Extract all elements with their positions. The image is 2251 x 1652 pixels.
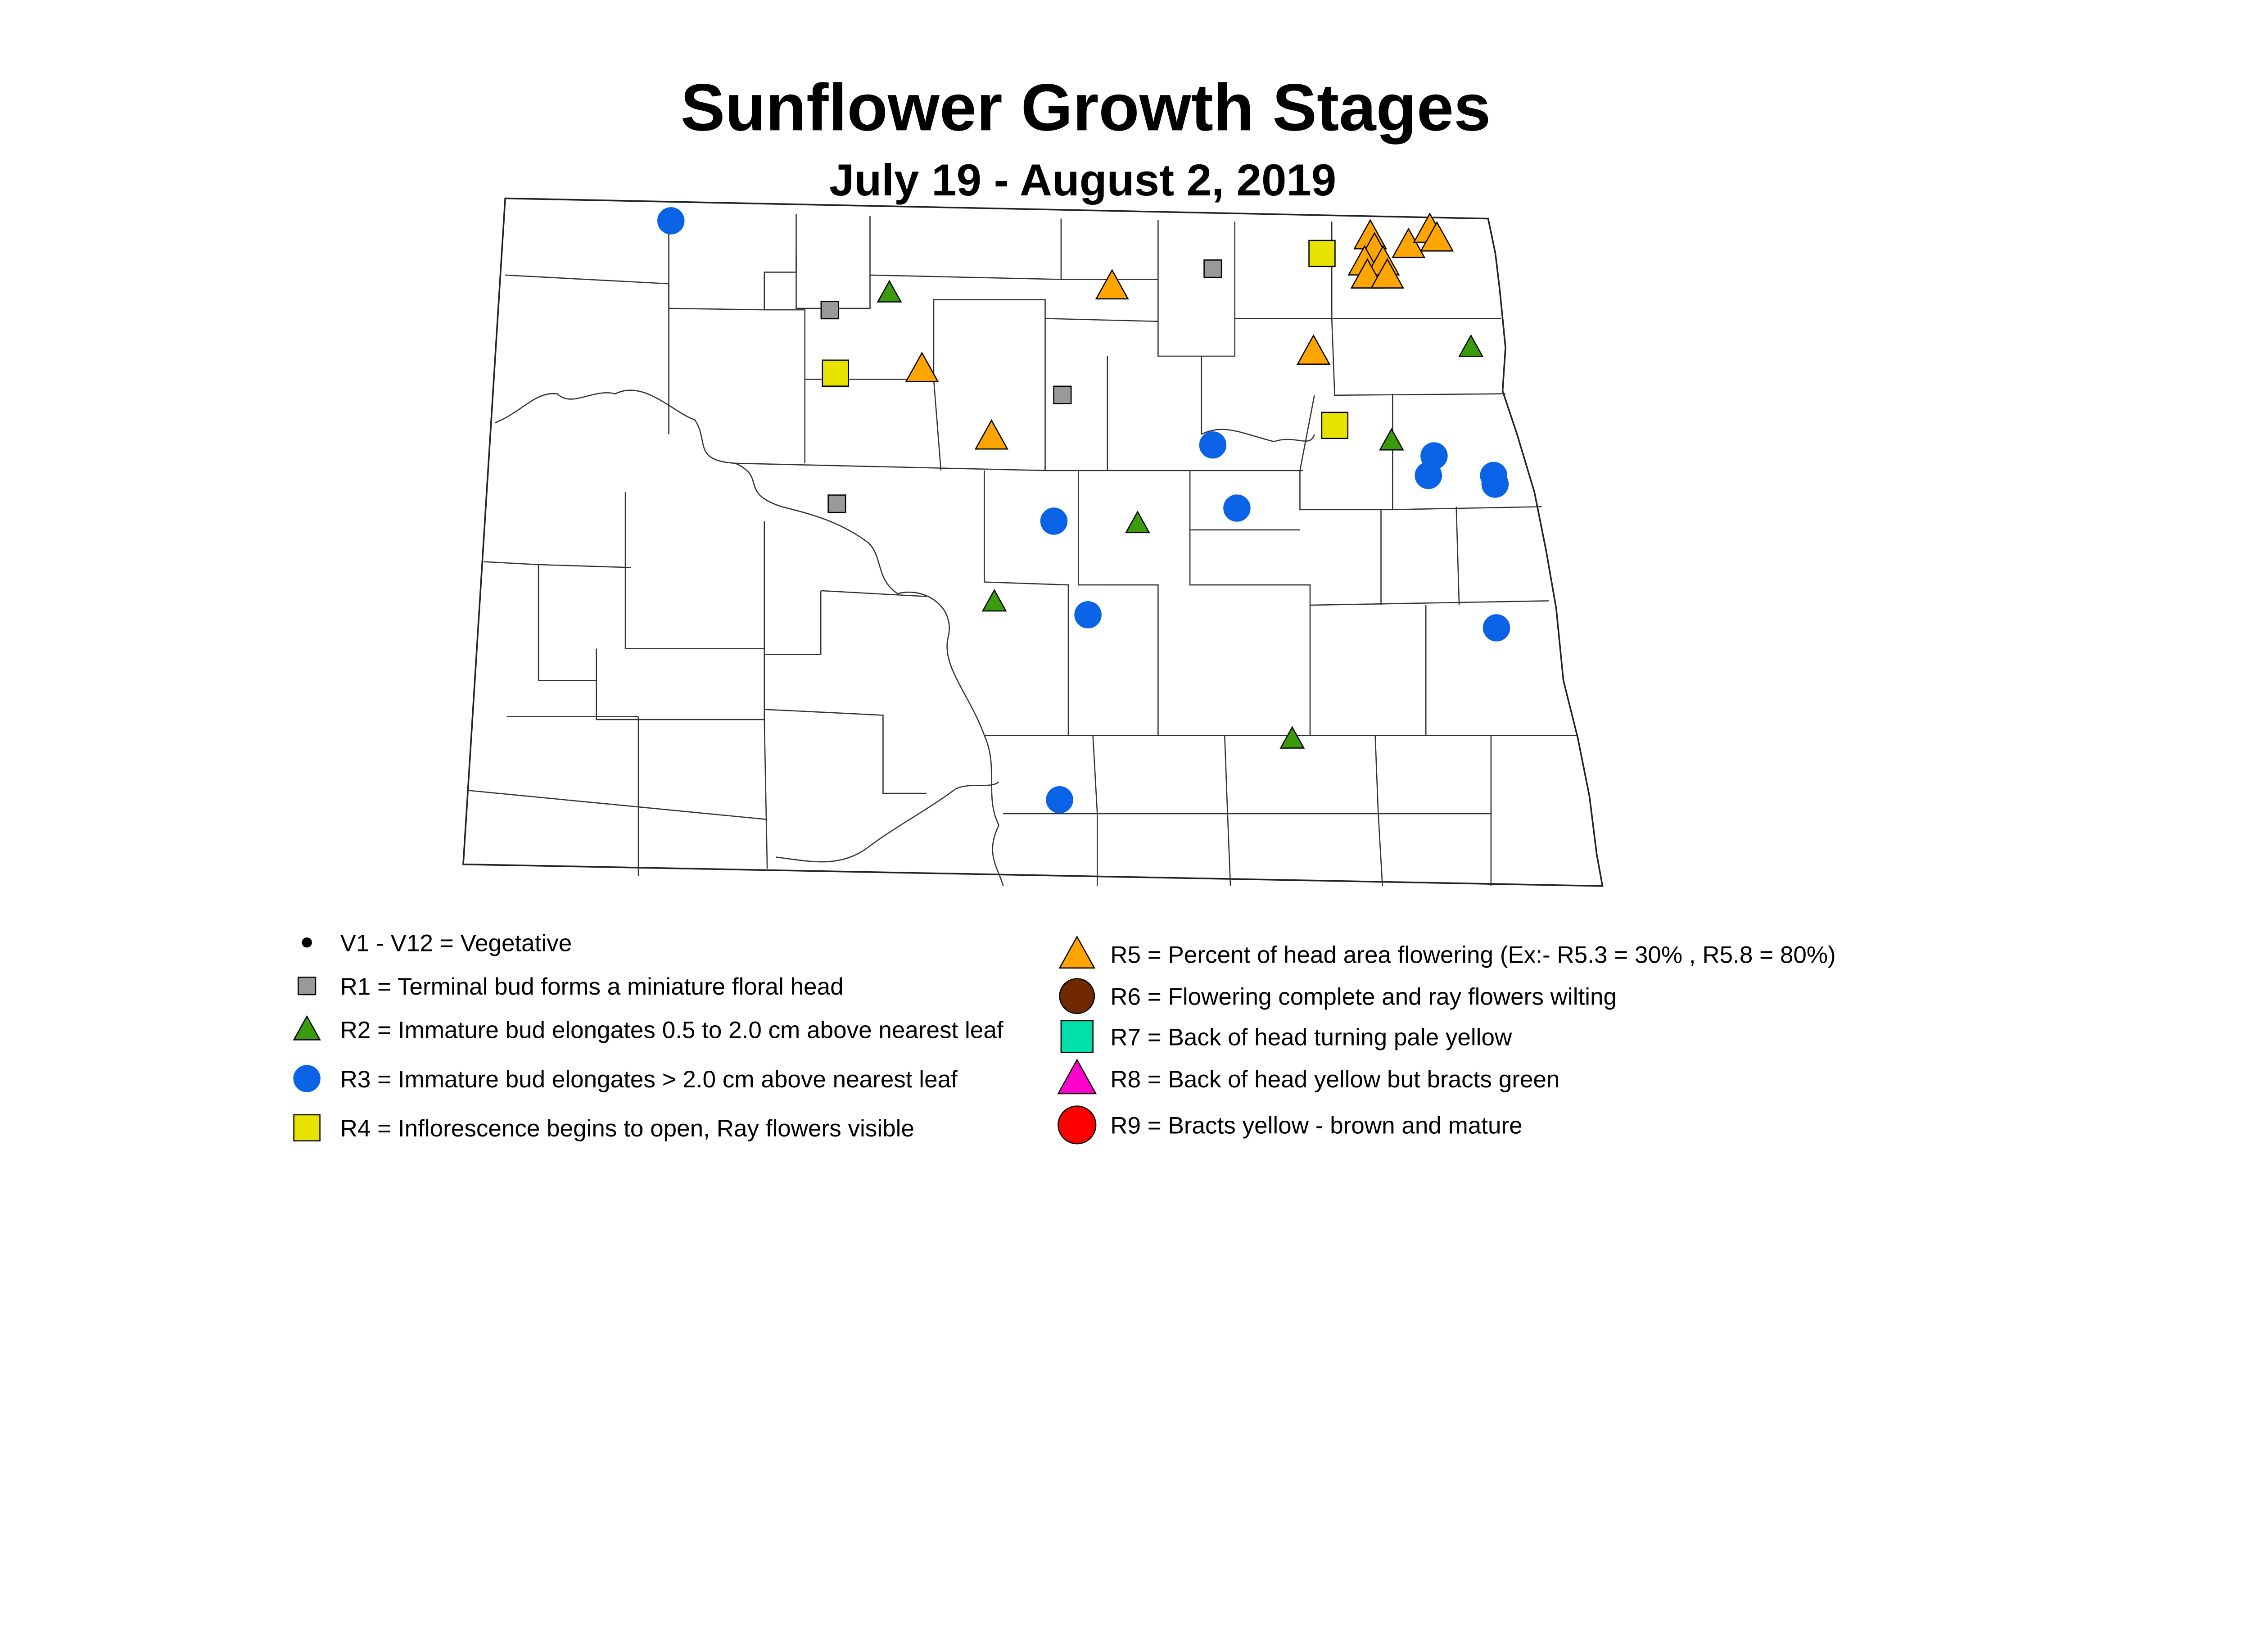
marker-r5-triangle bbox=[974, 419, 1008, 450]
legend-label-r6: R6 = Flowering complete and ray flowers … bbox=[1110, 984, 1617, 1010]
growth-stage-map: Sunflower Growth Stages July 19 - August… bbox=[293, 70, 1836, 1145]
marker-r2-triangle bbox=[1279, 726, 1305, 749]
marker-r4-square bbox=[1321, 412, 1349, 439]
marker-r3-circle bbox=[657, 207, 685, 235]
marker-r4-square bbox=[822, 359, 849, 387]
legend-symbol-r1-icon bbox=[298, 977, 316, 996]
legend-symbol-r3-icon bbox=[293, 1065, 321, 1092]
legend-symbol-r9-icon bbox=[1058, 1105, 1097, 1145]
marker-r3-circle bbox=[1046, 786, 1073, 814]
marker-r5-triangle bbox=[1420, 221, 1454, 252]
legend-symbol-r7-icon bbox=[1060, 1020, 1094, 1053]
marker-r3-circle bbox=[1074, 601, 1102, 629]
marker-r4-square bbox=[1308, 240, 1336, 267]
marker-r2-triangle bbox=[877, 280, 902, 303]
legend-label-r3: R3 = Immature bud elongates > 2.0 cm abo… bbox=[340, 1066, 958, 1093]
marker-r1-square bbox=[1053, 385, 1072, 404]
legend-label-r8: R8 = Back of head yellow but bracts gree… bbox=[1110, 1066, 1559, 1093]
legend-label-r1: R1 = Terminal bud forms a miniature flor… bbox=[340, 973, 844, 1000]
legend-label-r9: R9 = Bracts yellow - brown and mature bbox=[1110, 1113, 1522, 1139]
legend-symbol-v-icon bbox=[302, 937, 312, 948]
legend: V1 - V12 = Vegetative R1 = Terminal bud f… bbox=[293, 930, 1836, 1145]
legend-label-r4: R4 = Inflorescence begins to open, Ray f… bbox=[340, 1115, 914, 1142]
marker-r3-circle bbox=[1199, 431, 1227, 459]
marker-r3-circle bbox=[1415, 462, 1442, 489]
marker-r3-circle bbox=[1481, 471, 1509, 498]
legend-label-r7: R7 = Back of head turning pale yellow bbox=[1110, 1024, 1512, 1051]
legend-symbol-r4-icon bbox=[293, 1114, 321, 1142]
marker-r5-triangle bbox=[1297, 334, 1331, 365]
marker-r2-triangle bbox=[1379, 428, 1404, 451]
marker-r3-circle bbox=[1223, 494, 1251, 522]
north-dakota-outline bbox=[462, 197, 1604, 887]
legend-label-r2: R2 = Immature bud elongates 0.5 to 2.0 c… bbox=[340, 1017, 1003, 1043]
marker-r5-triangle bbox=[1095, 269, 1129, 299]
marker-r2-triangle bbox=[1458, 334, 1484, 357]
marker-r5-triangle bbox=[905, 352, 939, 382]
legend-symbol-r5-icon bbox=[1058, 935, 1096, 969]
marker-r2-triangle bbox=[981, 588, 1007, 612]
legend-label-r5: R5 = Percent of head area flowering (Ex:… bbox=[1110, 941, 1835, 968]
marker-r1-square bbox=[1203, 259, 1222, 278]
marker-r1-square bbox=[820, 301, 839, 320]
marker-r3-circle bbox=[1040, 507, 1068, 535]
observation-markers bbox=[657, 207, 1510, 814]
legend-symbol-r6-icon bbox=[1059, 978, 1095, 1014]
marker-r1-square bbox=[827, 494, 846, 513]
legend-label-v: V1 - V12 = Vegetative bbox=[340, 930, 572, 957]
marker-r2-triangle bbox=[1125, 510, 1150, 534]
marker-r3-circle bbox=[1483, 614, 1510, 642]
legend-symbol-r8-icon bbox=[1057, 1059, 1097, 1095]
county-boundaries bbox=[469, 214, 1578, 887]
map-subtitle: July 19 - August 2, 2019 bbox=[829, 155, 1336, 205]
legend-symbol-r2-icon bbox=[293, 1015, 321, 1041]
marker-r5-triangle bbox=[1370, 258, 1404, 289]
map-title: Sunflower Growth Stages bbox=[681, 70, 1491, 145]
marker-r5-triangle bbox=[1392, 227, 1426, 258]
